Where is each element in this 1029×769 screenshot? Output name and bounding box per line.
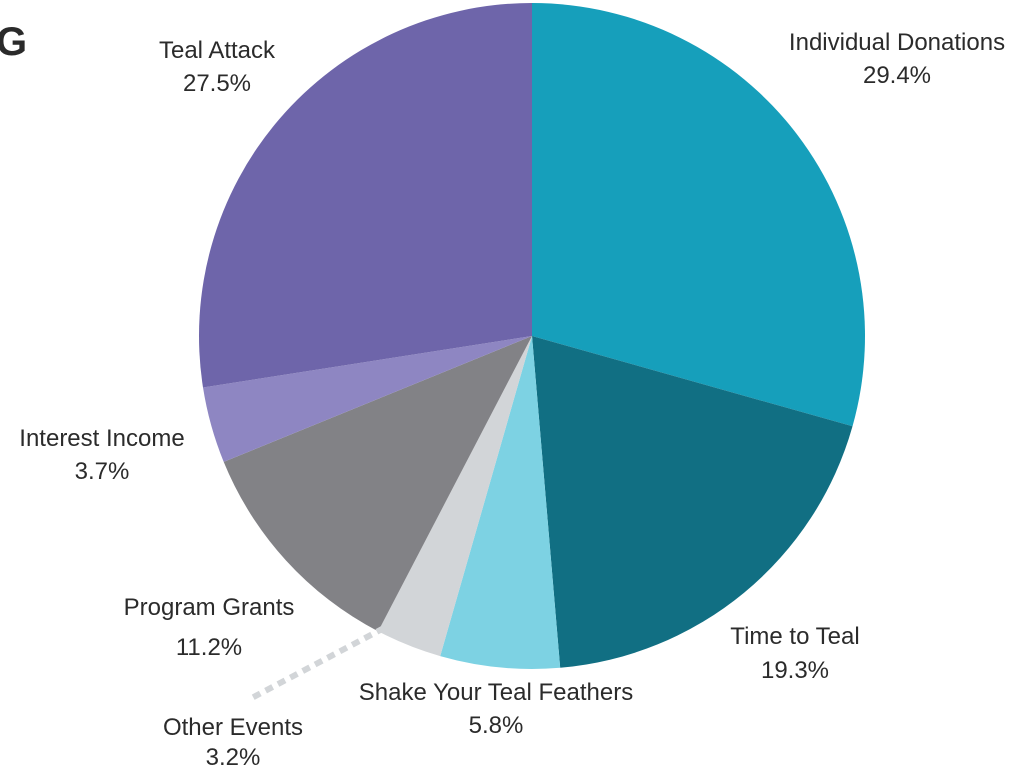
label-interest-income: Interest Income — [19, 425, 184, 452]
label-program-grants: Program Grants — [124, 594, 295, 621]
pie-slices — [198, 3, 866, 670]
label-time-to-teal: Time to Teal — [730, 623, 859, 650]
label-shake-your-teal-feathers: Shake Your Teal Feathers — [359, 679, 633, 706]
pie-slice-individual-donations — [532, 3, 866, 427]
leader-line-other-events — [246, 625, 386, 703]
pie-slice-teal-attack — [198, 3, 532, 388]
label-individual-donations: Individual Donations — [789, 29, 1005, 56]
value-program-grants: 11.2% — [176, 634, 242, 661]
partial-heading: G — [0, 20, 28, 64]
value-other-events: 3.2% — [206, 744, 261, 769]
value-interest-income: 3.7% — [75, 458, 130, 485]
value-teal-attack: 27.5% — [183, 70, 251, 97]
label-other-events: Other Events — [163, 714, 303, 741]
pie-slice-other-events — [378, 336, 532, 657]
pie-slice-shake-your-teal-feathers — [440, 336, 561, 670]
label-teal-attack: Teal Attack — [159, 37, 276, 64]
value-shake-your-teal-feathers: 5.8% — [469, 712, 524, 739]
pie-slice-program-grants — [223, 336, 532, 632]
value-individual-donations: 29.4% — [863, 62, 931, 89]
value-time-to-teal: 19.3% — [761, 657, 829, 684]
pie-slice-time-to-teal — [532, 336, 853, 668]
pie-slice-interest-income — [203, 336, 532, 462]
